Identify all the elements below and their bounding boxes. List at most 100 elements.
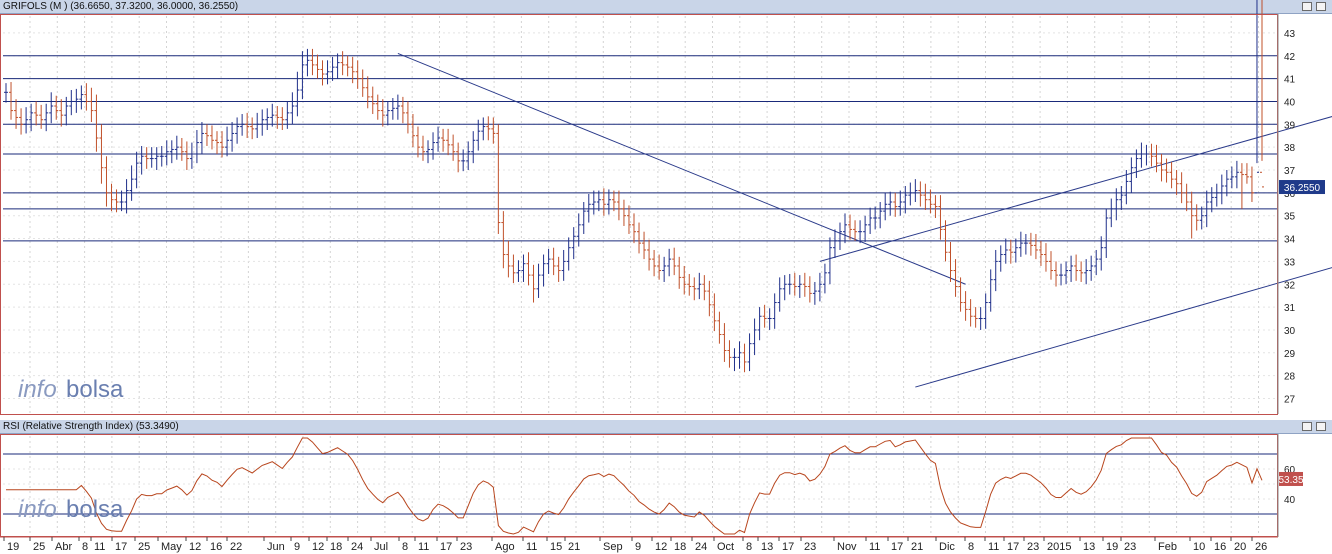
last-price-tag-bg	[1279, 180, 1325, 195]
ohlc-bar	[491, 117, 496, 144]
trendline	[915, 267, 1332, 388]
rsi-minimize-panel-button[interactable]	[1302, 422, 1312, 431]
watermark-info-rsi: info	[18, 496, 57, 523]
ohlc-bar	[335, 53, 340, 79]
maximize-panel-button[interactable]	[1316, 2, 1326, 11]
ohlc-bar	[1134, 149, 1139, 178]
date-axis: 19 25 Abr 8 11 17 25 May 12 16 22 Jun 9 12 18 24 Jul 8 11 1…	[0, 536, 1278, 553]
ohlc-bar	[34, 101, 39, 126]
date-tick-label: 23	[460, 541, 472, 553]
ohlc-bar	[420, 135, 425, 161]
ohlc-bar	[1008, 239, 1013, 264]
ohlc-bar	[526, 252, 531, 286]
ohlc-bar	[1104, 208, 1109, 258]
ohlc-bar	[873, 206, 878, 230]
ohlc-bar	[888, 191, 893, 216]
ohlc-bar	[64, 96, 69, 126]
price-tick-label: 38	[1284, 143, 1296, 154]
ohlc-bar	[1154, 144, 1159, 173]
ohlc-bar	[968, 299, 973, 327]
ohlc-bar	[129, 165, 134, 201]
date-tick-label: 17	[782, 541, 794, 553]
ohlc-bar	[24, 107, 29, 134]
ohlc-bar	[1043, 243, 1048, 272]
ohlc-bar	[1114, 188, 1119, 221]
panel-frames	[0, 14, 1279, 537]
rsi-line	[6, 437, 1263, 535]
ohlc-bar	[179, 138, 184, 161]
ohlc-bar	[164, 140, 169, 166]
ohlc-bar	[410, 114, 415, 148]
ohlc-bar	[1260, 0, 1264, 188]
date-tick-label: Dic	[939, 541, 955, 553]
ohlc-bar	[742, 343, 747, 373]
ohlc-bar	[1159, 154, 1164, 182]
main-price-axis: 27 28 29 30 31 32 33 34 35 36 37 38 39 40 41 42 43	[1284, 29, 1296, 406]
ohlc-bar	[576, 213, 581, 247]
ohlc-bar	[848, 214, 853, 240]
ohlc-bar	[868, 207, 873, 234]
date-tick-label: 24	[351, 541, 363, 553]
ohlc-bar	[1224, 170, 1229, 197]
date-tick-label: 11	[526, 541, 537, 553]
ohlc-bar	[682, 265, 687, 295]
price-tick-label: 33	[1284, 257, 1296, 268]
ohlc-bar	[797, 275, 802, 298]
rsi-frame	[0, 434, 1278, 537]
main-grid	[3, 16, 1277, 414]
ohlc-bar	[817, 272, 822, 302]
ohlc-bar	[812, 281, 817, 305]
rsi-maximize-panel-button[interactable]	[1316, 422, 1326, 431]
ohlc-bar	[189, 142, 194, 169]
ohlc-bar	[300, 51, 305, 100]
date-tick-label: 23	[804, 541, 816, 553]
ohlc-bar	[1144, 144, 1149, 166]
ohlc-bar	[471, 131, 476, 164]
ohlc-bar	[260, 109, 265, 136]
ohlc-bar	[601, 188, 606, 216]
price-tick-label: 29	[1284, 349, 1296, 360]
ohlc-bar	[395, 94, 400, 120]
ohlc-bar	[978, 307, 983, 330]
ohlc-bar	[174, 135, 179, 160]
ohlc-bar	[571, 227, 576, 260]
ohlc-bar	[657, 254, 662, 280]
ohlc-bar	[19, 108, 24, 135]
date-tick-label: 8	[402, 541, 408, 553]
ohlc-bar	[1194, 204, 1199, 231]
ohlc-bar	[973, 307, 978, 328]
ohlc-bar	[506, 240, 511, 278]
ohlc-bar	[822, 263, 827, 294]
ohlc-bar	[250, 117, 255, 140]
ohlc-bar	[687, 273, 692, 296]
ohlc-bar	[1023, 233, 1028, 255]
ohlc-bar	[943, 220, 948, 262]
ohlc-bar	[777, 277, 782, 312]
ohlc-bar	[280, 107, 285, 131]
date-tick-label: 15	[550, 541, 562, 553]
price-tick-label: 30	[1284, 326, 1296, 337]
ohlc-bar	[380, 99, 385, 127]
ohlc-bar	[586, 193, 591, 223]
rsi-tick-label: 60	[1284, 465, 1296, 476]
ohlc-bar	[697, 272, 702, 300]
price-tick-label: 36	[1284, 189, 1296, 200]
ohlc-bar	[204, 124, 209, 147]
ohlc-bar	[461, 149, 466, 172]
main-ohlc-bars	[4, 0, 1264, 373]
ohlc-bar	[953, 259, 958, 297]
ohlc-bar	[1028, 232, 1033, 256]
ohlc-bar	[737, 341, 742, 369]
ohlc-bar	[1064, 261, 1069, 285]
price-tick-label: 41	[1284, 75, 1296, 86]
minimize-panel-button[interactable]	[1302, 2, 1312, 11]
price-tick-label: 43	[1284, 29, 1296, 40]
ohlc-bar	[1149, 143, 1154, 167]
ohlc-bar	[752, 318, 757, 356]
last-rsi-tag-bg	[1279, 471, 1303, 486]
date-tick-label: 17	[440, 541, 452, 553]
ohlc-bar	[561, 249, 566, 281]
ohlc-bar	[59, 99, 64, 127]
ohlc-bar	[988, 269, 993, 312]
